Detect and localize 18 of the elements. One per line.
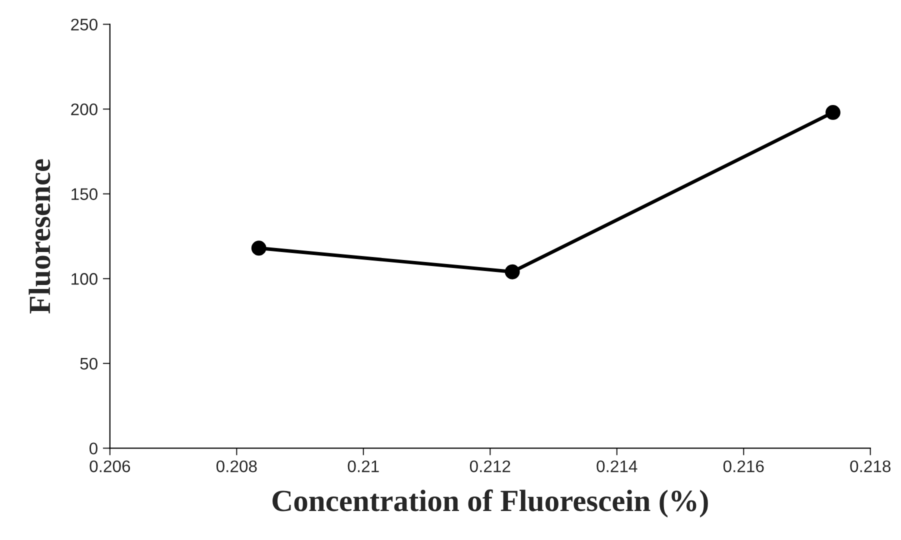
y-axis-title: Fluoresence xyxy=(28,159,50,314)
x-tick-label: 0.206 xyxy=(90,460,130,472)
x-tick-label: 0.208 xyxy=(216,460,257,472)
point xyxy=(826,105,840,120)
x-tick-label: 0.212 xyxy=(470,460,510,472)
x-tick-label: 0.218 xyxy=(850,460,890,472)
y-tick-label: 150 xyxy=(72,188,98,200)
x-tick-label: 0.21 xyxy=(348,460,379,472)
y-tick-label: 0 xyxy=(90,442,98,454)
y-tick-label: 100 xyxy=(72,273,98,285)
x-tick-label: 0.216 xyxy=(723,460,764,472)
point xyxy=(504,264,520,280)
y-tick-label: 50 xyxy=(80,358,98,370)
y-tick-label: 200 xyxy=(71,103,98,116)
point xyxy=(251,240,266,256)
x-axis-title: Concentration of Fluorescein (%) xyxy=(272,489,708,518)
x-tick-label: 0.214 xyxy=(596,460,638,472)
y-tick-label: 250 xyxy=(71,18,98,31)
